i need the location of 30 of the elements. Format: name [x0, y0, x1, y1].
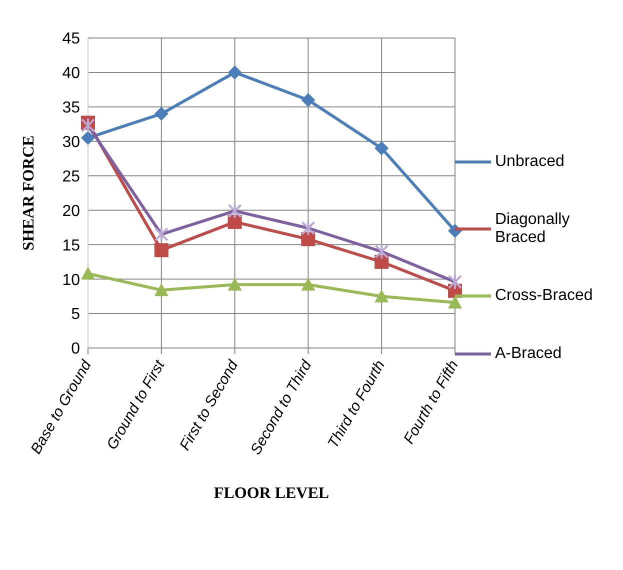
legend-label: Unbraced: [495, 153, 566, 171]
point: [154, 106, 168, 121]
point: [301, 232, 316, 246]
y-tick-label: 5: [71, 306, 80, 324]
point: [374, 289, 389, 302]
y-axis-title: SHEAR FORCE: [20, 135, 38, 251]
x-axis-title: FLOOR LEVEL: [214, 485, 330, 502]
point: [228, 278, 242, 291]
point: [228, 214, 242, 229]
point: [228, 65, 242, 80]
y-tick-label: 10: [62, 272, 80, 289]
point: [154, 283, 168, 296]
legend-label: Diagonally Braced: [495, 211, 571, 247]
point: [301, 278, 316, 291]
point: [448, 296, 462, 309]
y-tick-label: 15: [62, 237, 80, 254]
y-tick-label: 45: [62, 30, 80, 48]
y-tick-label: 20: [62, 202, 80, 220]
point: [374, 141, 389, 156]
y-tick-label: 0: [71, 340, 80, 358]
point: [81, 266, 95, 280]
y-tick-label: 30: [62, 134, 80, 152]
legend-label: A-Braced: [495, 345, 563, 363]
y-tick-label: 25: [62, 168, 80, 186]
point: [81, 130, 95, 145]
y-tick-label: 40: [62, 65, 80, 82]
point: [154, 243, 168, 258]
legend-label: Cross-Braced: [495, 287, 594, 305]
point: [301, 93, 316, 107]
y-tick-label: 35: [62, 100, 80, 117]
